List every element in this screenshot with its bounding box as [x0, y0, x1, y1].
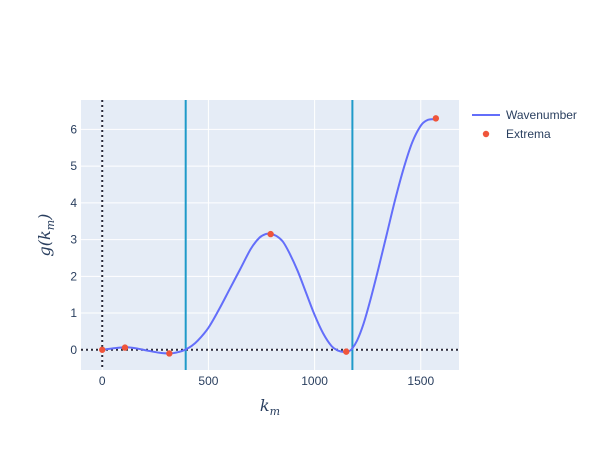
extrema-point	[99, 346, 106, 353]
x-tick-label: 1500	[407, 374, 434, 388]
grid-lines	[81, 100, 459, 370]
y-tick-label: 5	[70, 159, 77, 173]
y-tick-label: 6	[70, 122, 77, 136]
extrema-point	[432, 115, 440, 122]
x-tick-label: 1000	[301, 374, 328, 388]
y-tick-label: 1	[70, 306, 77, 320]
series-line-wavenumber	[102, 117, 437, 355]
x-axis-title: km	[260, 396, 280, 418]
y-axis-title: g(km)	[35, 214, 57, 257]
reference-lines	[81, 100, 459, 370]
extrema-point	[121, 344, 129, 351]
extrema-point	[343, 348, 350, 355]
legend-marker-swatch	[482, 130, 490, 138]
y-tick-label: 4	[70, 196, 77, 210]
x-tick-label: 500	[198, 374, 218, 388]
legend-item[interactable]: Extrema	[482, 127, 551, 141]
y-tick-label: 3	[70, 233, 77, 247]
y-tick-label: 2	[70, 269, 77, 283]
y-tick-label: 0	[70, 343, 77, 357]
tick-labels: 0 500 1000 1500 0 1 2 3 4 5 6	[70, 122, 434, 388]
extrema-point	[267, 230, 274, 238]
series-layer	[99, 115, 440, 357]
legend[interactable]: Wavenumber Extrema	[472, 108, 577, 141]
legend-item[interactable]: Wavenumber	[472, 108, 577, 122]
legend-label: Wavenumber	[506, 108, 577, 122]
x-tick-label: 0	[99, 374, 106, 388]
legend-label: Extrema	[506, 127, 551, 141]
extrema-point	[166, 350, 173, 357]
